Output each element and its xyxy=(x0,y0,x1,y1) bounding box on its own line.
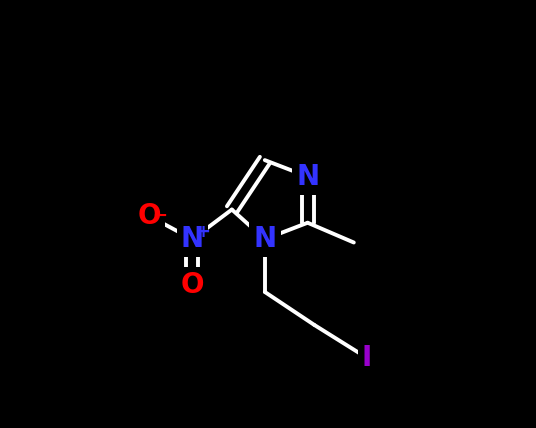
Text: N: N xyxy=(181,225,204,253)
Text: O: O xyxy=(138,202,161,230)
Text: −: − xyxy=(152,207,167,225)
Text: N: N xyxy=(253,225,277,253)
Text: O: O xyxy=(181,271,204,299)
Text: +: + xyxy=(195,223,210,241)
Text: I: I xyxy=(362,344,372,372)
Text: N: N xyxy=(296,163,319,190)
